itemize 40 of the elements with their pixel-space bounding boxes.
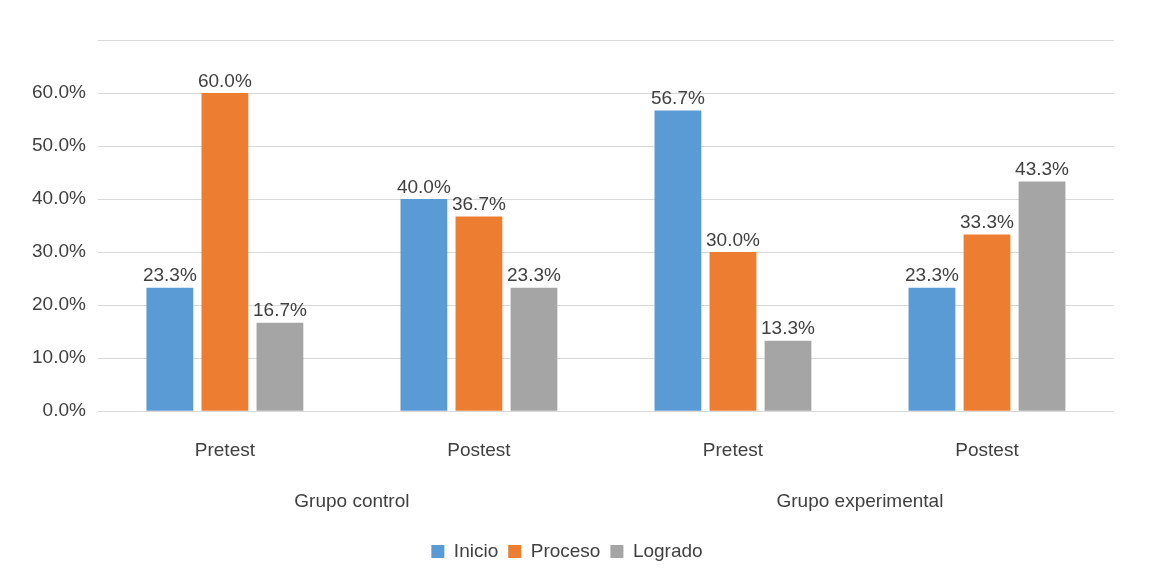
bar (764, 340, 812, 411)
y-tick-label: 10.0% (32, 346, 86, 368)
y-tick-label: 60.0% (32, 81, 86, 103)
bar (256, 322, 304, 411)
data-label: 40.0% (396, 175, 451, 197)
bar (146, 287, 194, 411)
legend-label: Inicio (453, 539, 499, 561)
text: Grupo control (294, 490, 410, 512)
data-label: 36.7% (451, 193, 506, 215)
data-label: 33.3% (960, 211, 1015, 233)
data-label: 23.3% (905, 264, 959, 286)
x-tick-label: Postest (955, 438, 1020, 460)
data-label: 23.3% (142, 264, 197, 286)
legend-label: Proceso (530, 539, 601, 561)
bar (510, 287, 558, 411)
y-tick-label: 40.0% (32, 187, 86, 209)
y-tick-label: 30.0% (32, 240, 86, 262)
data-label: 16.7% (252, 299, 307, 321)
bar (1018, 181, 1066, 411)
bar (400, 199, 448, 411)
data-label: 30.0% (706, 228, 760, 250)
bar (201, 93, 249, 411)
data-label: 56.7% (650, 87, 705, 109)
bar (709, 252, 757, 411)
bar (455, 216, 503, 411)
legend-label: Logrado (632, 539, 703, 561)
bar (654, 110, 702, 411)
x-tick-label: Pretest (702, 438, 764, 460)
bar (908, 287, 956, 411)
data-label: 60.0% (197, 69, 252, 91)
bar (963, 234, 1011, 411)
text: Grupo experimental (776, 490, 944, 512)
data-label: 43.3% (1015, 158, 1070, 180)
y-tick-label: 50.0% (32, 134, 86, 156)
y-tick-label: 0.0% (42, 399, 86, 421)
x-tick-label: Postest (447, 438, 512, 460)
y-tick-label: 20.0% (32, 293, 86, 315)
data-label: 13.3% (761, 317, 816, 339)
data-label: 23.3% (507, 264, 561, 286)
x-tick-label: Pretest (194, 438, 256, 460)
